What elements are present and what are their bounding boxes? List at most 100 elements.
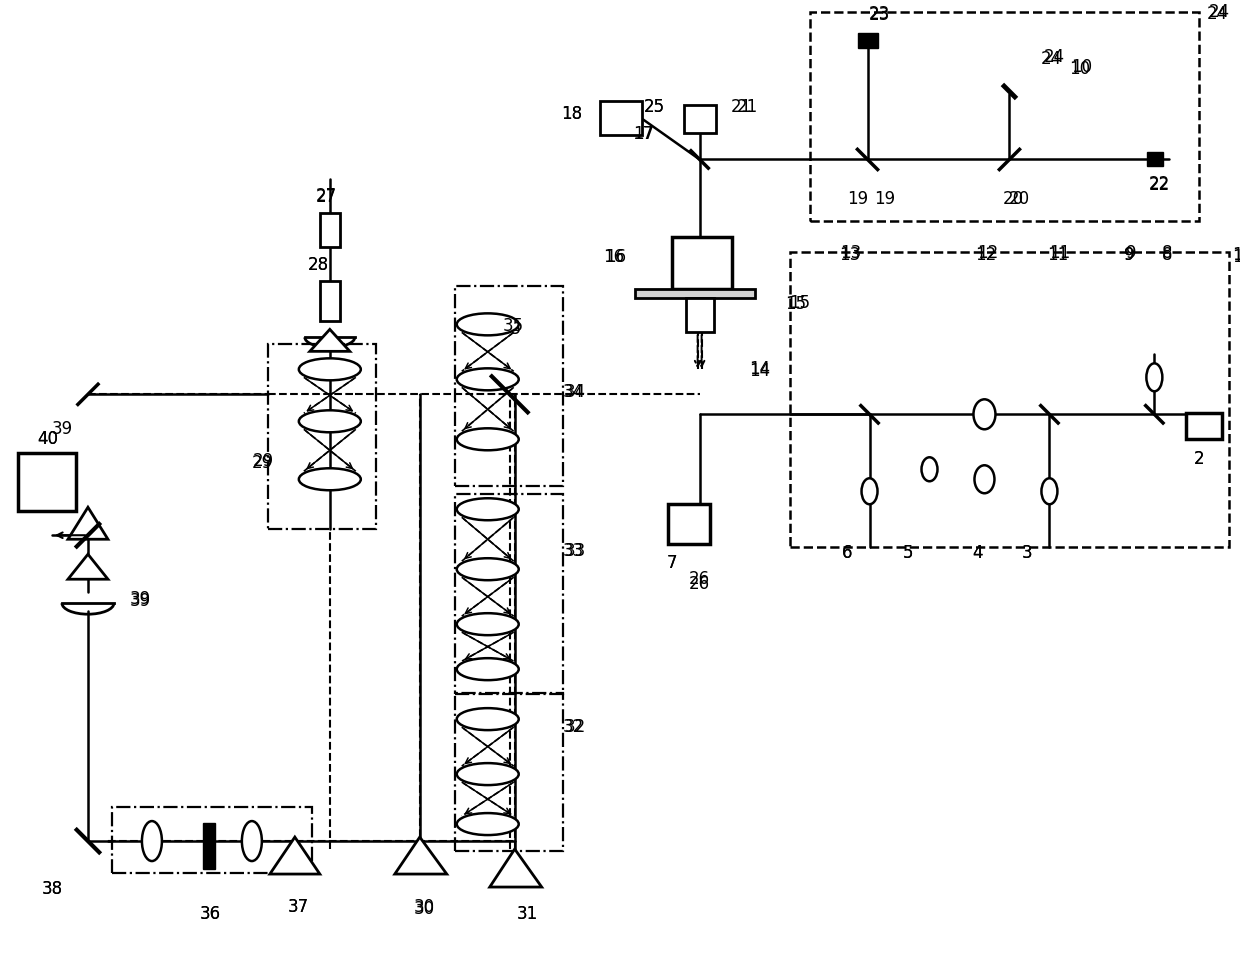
Bar: [1147, 152, 1163, 167]
Text: 29: 29: [252, 454, 273, 472]
Text: 39: 39: [129, 590, 150, 609]
Text: 7: 7: [666, 554, 677, 573]
Ellipse shape: [456, 368, 518, 391]
Text: 7: 7: [666, 554, 677, 573]
Bar: [790, 252, 1229, 547]
Bar: [320, 213, 340, 247]
Text: 36: 36: [200, 905, 221, 923]
Text: 25: 25: [644, 99, 665, 116]
Text: 10: 10: [1071, 58, 1092, 77]
Text: 24: 24: [1209, 3, 1230, 20]
Text: 30: 30: [413, 900, 434, 918]
Text: 4: 4: [972, 545, 983, 562]
Bar: [672, 237, 732, 290]
Text: 38: 38: [41, 880, 62, 898]
Ellipse shape: [456, 313, 518, 335]
Bar: [1187, 414, 1223, 439]
Text: 9: 9: [1125, 246, 1135, 265]
Text: 27: 27: [315, 188, 336, 206]
Text: 18: 18: [562, 106, 583, 123]
Text: 31: 31: [517, 905, 538, 923]
Bar: [320, 281, 340, 322]
Ellipse shape: [299, 468, 361, 490]
Text: 12: 12: [975, 246, 996, 265]
Text: 29: 29: [252, 453, 274, 470]
Text: 6: 6: [842, 545, 853, 562]
Text: 24: 24: [1040, 50, 1061, 69]
Text: 5: 5: [903, 545, 913, 562]
Text: 10: 10: [1069, 60, 1090, 78]
Text: 36: 36: [200, 905, 221, 923]
Ellipse shape: [456, 764, 518, 785]
Text: 34: 34: [563, 384, 584, 401]
Ellipse shape: [975, 465, 994, 493]
Text: 40: 40: [37, 430, 58, 449]
Text: 3: 3: [1022, 545, 1033, 562]
Ellipse shape: [1042, 479, 1058, 504]
Text: 5: 5: [903, 545, 913, 562]
Ellipse shape: [456, 813, 518, 835]
Polygon shape: [394, 837, 446, 874]
Text: 2: 2: [1194, 451, 1204, 468]
Ellipse shape: [456, 428, 518, 451]
Text: 37: 37: [288, 898, 309, 916]
Ellipse shape: [299, 410, 361, 432]
Text: 6: 6: [842, 545, 853, 562]
Ellipse shape: [456, 558, 518, 580]
Text: 11: 11: [1049, 244, 1070, 263]
Text: 21: 21: [730, 99, 753, 116]
Text: 1: 1: [1233, 246, 1240, 265]
Text: 1: 1: [1233, 248, 1240, 266]
Text: 8: 8: [1162, 246, 1173, 265]
Ellipse shape: [299, 359, 361, 380]
Bar: [268, 344, 376, 529]
Text: 16: 16: [605, 248, 626, 266]
Text: 19: 19: [874, 191, 895, 208]
Text: 14: 14: [749, 360, 770, 378]
Text: 9: 9: [1126, 244, 1137, 263]
Text: 33: 33: [565, 543, 587, 560]
Text: 13: 13: [839, 244, 861, 263]
Text: 24: 24: [1207, 5, 1228, 22]
Polygon shape: [68, 554, 108, 579]
Ellipse shape: [862, 479, 878, 504]
Text: 34: 34: [565, 384, 587, 401]
Text: 28: 28: [308, 257, 329, 274]
Text: 13: 13: [839, 246, 861, 265]
Ellipse shape: [1146, 363, 1162, 391]
Text: 40: 40: [37, 430, 58, 449]
Bar: [203, 823, 215, 869]
Text: 21: 21: [737, 99, 758, 116]
Text: 17: 17: [632, 125, 653, 143]
Bar: [455, 494, 563, 694]
Polygon shape: [310, 329, 350, 352]
Text: 33: 33: [563, 543, 584, 560]
Bar: [600, 102, 641, 136]
Bar: [19, 453, 76, 512]
Polygon shape: [68, 507, 108, 539]
Text: 23: 23: [869, 6, 890, 23]
Bar: [112, 807, 311, 873]
Polygon shape: [270, 837, 320, 874]
Text: 18: 18: [562, 106, 583, 123]
Ellipse shape: [456, 613, 518, 636]
Text: 15: 15: [789, 295, 810, 312]
Text: 37: 37: [288, 898, 309, 916]
Text: 35: 35: [503, 318, 525, 335]
Ellipse shape: [921, 457, 937, 482]
Text: 15: 15: [785, 296, 806, 313]
Bar: [858, 33, 878, 47]
Text: 11: 11: [1047, 246, 1068, 265]
Ellipse shape: [973, 399, 996, 429]
Text: 32: 32: [565, 718, 587, 736]
Ellipse shape: [456, 498, 518, 520]
Text: 3: 3: [1022, 545, 1033, 562]
Ellipse shape: [242, 821, 262, 861]
Text: 20: 20: [1003, 191, 1024, 208]
Text: 38: 38: [41, 880, 62, 898]
Bar: [683, 106, 715, 134]
Text: 28: 28: [308, 257, 329, 274]
Text: 4: 4: [972, 545, 983, 562]
Text: 26: 26: [689, 570, 711, 588]
Text: 22: 22: [1148, 176, 1171, 195]
